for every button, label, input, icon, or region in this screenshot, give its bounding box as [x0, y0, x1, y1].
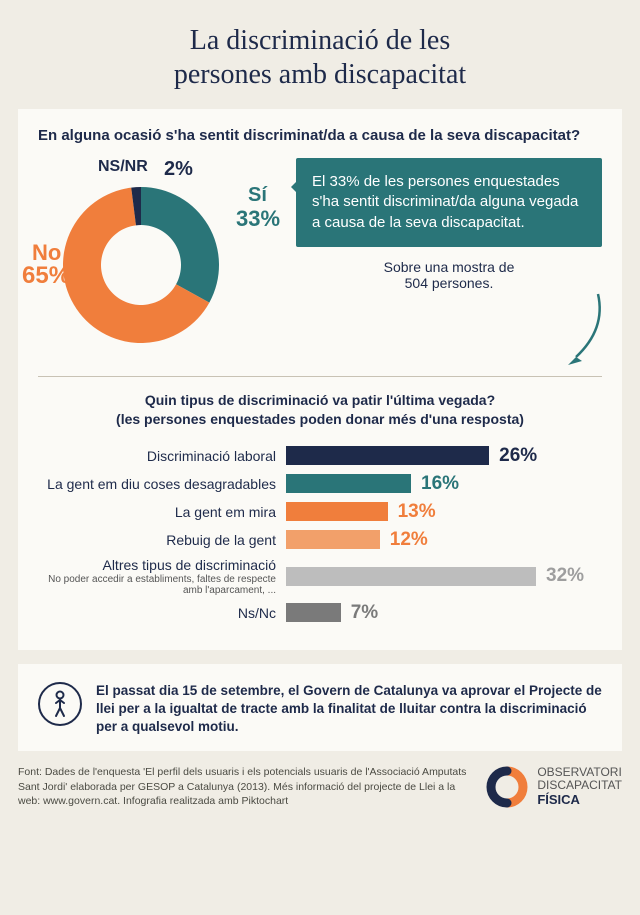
- divider: [38, 376, 602, 377]
- question-1: En alguna ocasió s'ha sentit discriminat…: [38, 127, 602, 144]
- bar-track: 7%: [286, 602, 602, 624]
- bar-fill: [286, 567, 536, 586]
- bar-fill: [286, 474, 411, 493]
- bar-row: La gent em diu coses desagradables 16%: [38, 473, 602, 495]
- bar-pct: 12%: [390, 529, 428, 551]
- infographic-page: La discriminació de les persones amb dis…: [0, 0, 640, 915]
- info-text: El passat dia 15 de setembre, el Govern …: [96, 682, 602, 737]
- bar-fill: [286, 502, 388, 521]
- callout-box: El 33% de les persones enquestades s'ha …: [296, 158, 602, 247]
- donut-slice-si: [141, 187, 219, 303]
- bar-track: 26%: [286, 445, 602, 467]
- title-block: La discriminació de les persones amb dis…: [0, 0, 640, 109]
- bar-track: 32%: [286, 565, 602, 587]
- bar-sublabel: No poder accedir a establiments, faltes …: [38, 574, 276, 596]
- panel-donut: En alguna ocasió s'ha sentit discriminat…: [18, 109, 622, 650]
- info-row: El passat dia 15 de setembre, el Govern …: [38, 682, 602, 737]
- bar-track: 12%: [286, 529, 602, 551]
- donut-label-si: Sí: [248, 184, 267, 207]
- logo-line-1: OBSERVATORI: [537, 765, 621, 779]
- bar-pct: 32%: [546, 565, 584, 587]
- sample-line-1: Sobre una mostra de: [384, 259, 515, 275]
- logo-mark-icon: [485, 765, 529, 809]
- question-2: Quin tipus de discriminació va patir l'ú…: [38, 391, 602, 429]
- question-2-line-2: (les persones enquestades poden donar mé…: [116, 411, 524, 427]
- donut-pct-nsnr: 2%: [164, 158, 193, 181]
- bar-pct: 7%: [351, 602, 378, 624]
- question-2-line-1: Quin tipus de discriminació va patir l'ú…: [145, 392, 495, 408]
- bar-pct: 16%: [421, 473, 459, 495]
- footer: Font: Dades de l'enquesta 'El perfil del…: [18, 765, 622, 809]
- bar-row: La gent em mira 13%: [38, 501, 602, 523]
- bar-fill: [286, 446, 489, 465]
- bar-track: 13%: [286, 501, 602, 523]
- arrow-icon: [558, 289, 608, 369]
- bar-fill: [286, 603, 341, 622]
- sample-line-2: 504 persones.: [405, 275, 494, 291]
- title-line-2: persones amb discapacitat: [40, 58, 600, 92]
- bar-label: Altres tipus de discriminacióNo poder ac…: [38, 557, 286, 596]
- bar-fill: [286, 530, 380, 549]
- panel-info: El passat dia 15 de setembre, el Govern …: [18, 664, 622, 751]
- bar-label: Rebuig de la gent: [38, 532, 286, 548]
- donut-pct-no: 65%: [22, 262, 70, 290]
- sample-note: Sobre una mostra de 504 persones.: [296, 259, 602, 291]
- donut-chart: NS/NR 2% Sí 33% No 65%: [38, 158, 268, 358]
- bar-label: Ns/Nc: [38, 605, 286, 621]
- donut-label-nsnr: NS/NR: [98, 158, 148, 176]
- footer-logo: OBSERVATORI DISCAPACITAT FÍSICA: [485, 765, 622, 809]
- bar-row: Altres tipus de discriminacióNo poder ac…: [38, 557, 602, 596]
- bar-chart: Discriminació laboral 26% La gent em diu c…: [38, 445, 602, 624]
- bar-label: La gent em diu coses desagradables: [38, 476, 286, 492]
- bar-row: Ns/Nc 7%: [38, 602, 602, 624]
- bar-pct: 26%: [499, 445, 537, 467]
- footer-source-text: Font: Dades de l'enquesta 'El perfil del…: [18, 765, 469, 808]
- bar-row: Discriminació laboral 26%: [38, 445, 602, 467]
- bar-pct: 13%: [398, 501, 436, 523]
- callout-column: El 33% de les persones enquestades s'ha …: [268, 158, 602, 291]
- info-icon: [38, 682, 82, 726]
- logo-line-2: DISCAPACITAT: [537, 778, 622, 792]
- title-line-1: La discriminació de les: [40, 24, 600, 58]
- footer-logo-text: OBSERVATORI DISCAPACITAT FÍSICA: [537, 766, 622, 807]
- bar-row: Rebuig de la gent 12%: [38, 529, 602, 551]
- bar-label: La gent em mira: [38, 504, 286, 520]
- logo-line-3: FÍSICA: [537, 792, 580, 807]
- bar-label: Discriminació laboral: [38, 448, 286, 464]
- donut-row: NS/NR 2% Sí 33% No 65% El 33% de les per…: [38, 158, 602, 358]
- bar-track: 16%: [286, 473, 602, 495]
